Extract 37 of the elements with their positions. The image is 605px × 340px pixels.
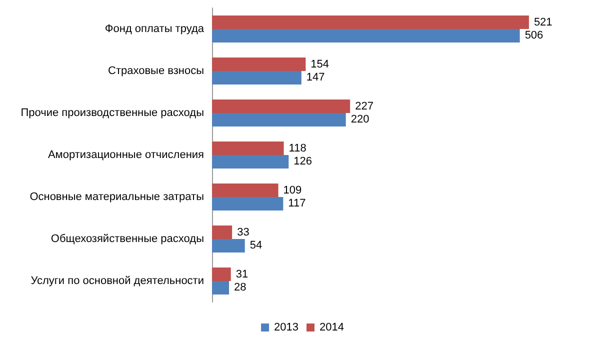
bar	[212, 155, 289, 168]
bar	[212, 197, 284, 210]
bar	[212, 239, 245, 252]
bar	[212, 71, 302, 84]
bar	[212, 100, 350, 113]
y-tick-label: Основные материальные затраты	[30, 191, 204, 203]
data-label: 54	[250, 240, 262, 252]
legend-label: 2014	[320, 322, 344, 334]
y-tick-label: Амортизационные отчисления	[48, 149, 204, 161]
data-label: 147	[306, 72, 325, 84]
bar	[212, 113, 346, 126]
bar	[212, 226, 232, 239]
data-label: 117	[288, 198, 306, 210]
data-label: 506	[524, 30, 544, 42]
y-tick-label: Страховые взносы	[108, 65, 204, 77]
bar	[212, 184, 278, 197]
y-tick-label: Фонд оплаты труда	[104, 23, 205, 35]
data-label: 227	[355, 100, 374, 112]
data-label: 220	[350, 114, 370, 126]
bar	[212, 58, 306, 71]
data-label: 521	[534, 16, 552, 28]
bar	[212, 142, 284, 155]
bar	[212, 268, 231, 281]
data-label: 109	[283, 184, 302, 196]
data-label: 154	[310, 58, 330, 70]
data-label: 126	[294, 156, 312, 168]
bar	[212, 281, 230, 294]
y-tick-label: Общехозяйственные расходы	[50, 233, 204, 245]
y-tick-label: Прочие производственные расходы	[20, 107, 204, 119]
data-label: 33	[237, 226, 250, 238]
data-label: 28	[234, 282, 246, 294]
y-tick-label: Услуги по основной деятельности	[30, 275, 204, 287]
data-label: 31	[236, 268, 248, 280]
legend-label: 2013	[274, 322, 299, 334]
data-label: 118	[288, 142, 306, 154]
bar	[212, 29, 520, 42]
bar	[212, 16, 529, 29]
